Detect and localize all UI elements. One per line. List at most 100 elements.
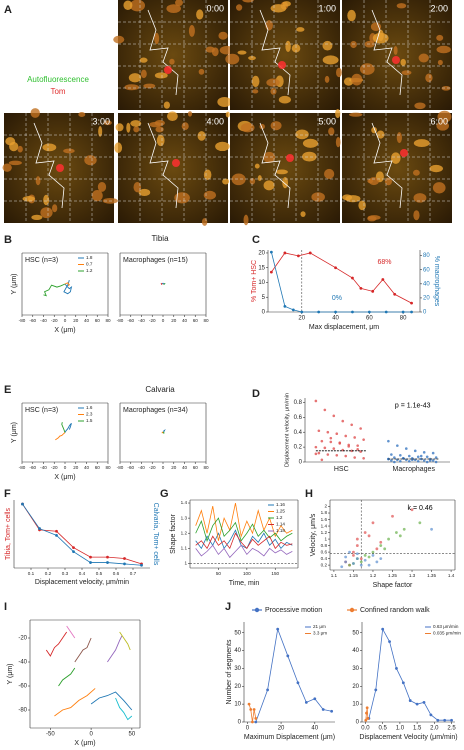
autofluorescence-blob: [129, 0, 146, 12]
x-tick-label: 1.15: [349, 573, 358, 578]
autofluorescence-blob: [359, 63, 375, 75]
autofluorescence-blob: [103, 120, 112, 126]
marker: [89, 561, 92, 564]
dot: [422, 459, 426, 462]
dot: [347, 445, 351, 448]
dot: [341, 419, 345, 423]
dot: [425, 455, 429, 459]
y-tick-label: 10: [352, 702, 359, 708]
dot: [379, 557, 383, 561]
legend-label: 1.25: [276, 509, 285, 514]
autofluorescence-blob: [324, 75, 330, 83]
track: [371, 9, 403, 96]
dot: [355, 544, 359, 547]
trajectory: [55, 432, 66, 441]
marker: [106, 561, 109, 564]
marker: [422, 700, 426, 704]
autofluorescence-blob: [432, 182, 446, 194]
autofluorescence-blob: [237, 50, 247, 55]
legend-label: 3.3 μm: [313, 631, 327, 636]
y-tick-label: 30: [234, 666, 241, 672]
x-tick-label: 60: [95, 465, 101, 470]
line: [195, 532, 293, 550]
x-tick-label: HSC: [334, 466, 349, 473]
x-tick-label: 0.2: [45, 571, 52, 576]
panel-label: C: [252, 234, 260, 246]
autofluorescence-blob: [296, 27, 305, 32]
x-tick-label: 0.4: [79, 571, 86, 576]
dot: [387, 537, 390, 541]
x-tick-label: 20: [171, 318, 177, 323]
dot: [359, 563, 363, 567]
x-tick-label: 1.4: [448, 573, 455, 578]
marker: [247, 702, 251, 706]
y-tick-label: 0: [238, 720, 242, 726]
marker: [254, 720, 258, 724]
y-tick-label: 1.6: [321, 517, 328, 522]
x-tick-label: 20: [278, 726, 285, 732]
line: [22, 503, 142, 565]
y-tick-label: -40: [18, 660, 27, 666]
x-tick-label: 0.7: [130, 571, 137, 576]
trajectory: [63, 280, 73, 295]
tom-cell: [286, 154, 294, 162]
y-tick-label: -80: [18, 708, 27, 714]
dot: [418, 521, 422, 525]
dot: [355, 552, 359, 556]
marker: [38, 527, 41, 530]
autofluorescence-blob: [8, 160, 22, 166]
x-tick-label: 0: [162, 465, 165, 470]
timestamp: 1:00: [318, 3, 336, 13]
y-tick-label: 40: [234, 648, 241, 654]
y-tick-label: 15: [258, 265, 265, 271]
x-tick-label: 80: [400, 316, 407, 322]
dot: [350, 449, 353, 453]
heading: Calvaria: [145, 385, 175, 394]
y-tick-label: 0: [262, 310, 266, 316]
autofluorescence-blob: [167, 111, 178, 122]
dot: [355, 557, 359, 561]
x-axis-label: X (μm): [54, 327, 75, 334]
dot: [434, 460, 438, 464]
autofluorescence-blob: [413, 210, 420, 221]
x-tick-label: 60: [193, 318, 199, 323]
y-tick-label: 1.2: [181, 530, 188, 535]
marker: [55, 533, 58, 537]
dot: [375, 547, 379, 551]
x-tick-label: 80: [203, 465, 209, 470]
dot: [416, 455, 420, 459]
autofluorescence-blob: [302, 151, 317, 162]
y-axis-label: Velocity, μm/s: [310, 513, 317, 556]
marker: [72, 546, 75, 549]
autofluorescence-blob: [347, 9, 356, 22]
trajectory: [64, 282, 70, 287]
x-tick-label: -80: [117, 318, 124, 323]
x-tick-label: 1.1: [331, 573, 338, 578]
marker: [359, 286, 363, 290]
track: [33, 122, 65, 209]
autofluorescence-blob: [436, 34, 444, 41]
timestamp: 6:00: [430, 116, 448, 126]
dot: [428, 459, 432, 462]
autofluorescence-blob: [42, 143, 57, 152]
trajectory: [74, 637, 92, 663]
dot: [314, 452, 318, 456]
line: [195, 529, 293, 550]
autofluorescence-blob: [149, 121, 162, 128]
y-tick-label: 1.2: [321, 530, 328, 535]
legend-marker: [349, 607, 355, 613]
autofluorescence-blob: [302, 138, 319, 148]
autofluorescence-blob: [143, 83, 156, 89]
autofluorescence-blob: [123, 0, 133, 10]
autofluorescence-blob: [263, 180, 275, 191]
dot: [356, 444, 359, 447]
marker: [140, 563, 143, 567]
dot: [390, 453, 393, 456]
legend-label: 1.2: [276, 515, 283, 520]
panel-label: A: [4, 4, 12, 16]
autofluorescence-blob: [133, 181, 142, 193]
autofluorescence-blob: [98, 126, 103, 137]
dot: [329, 436, 333, 440]
dot: [338, 441, 342, 444]
y-tick-label: 20: [258, 251, 265, 257]
